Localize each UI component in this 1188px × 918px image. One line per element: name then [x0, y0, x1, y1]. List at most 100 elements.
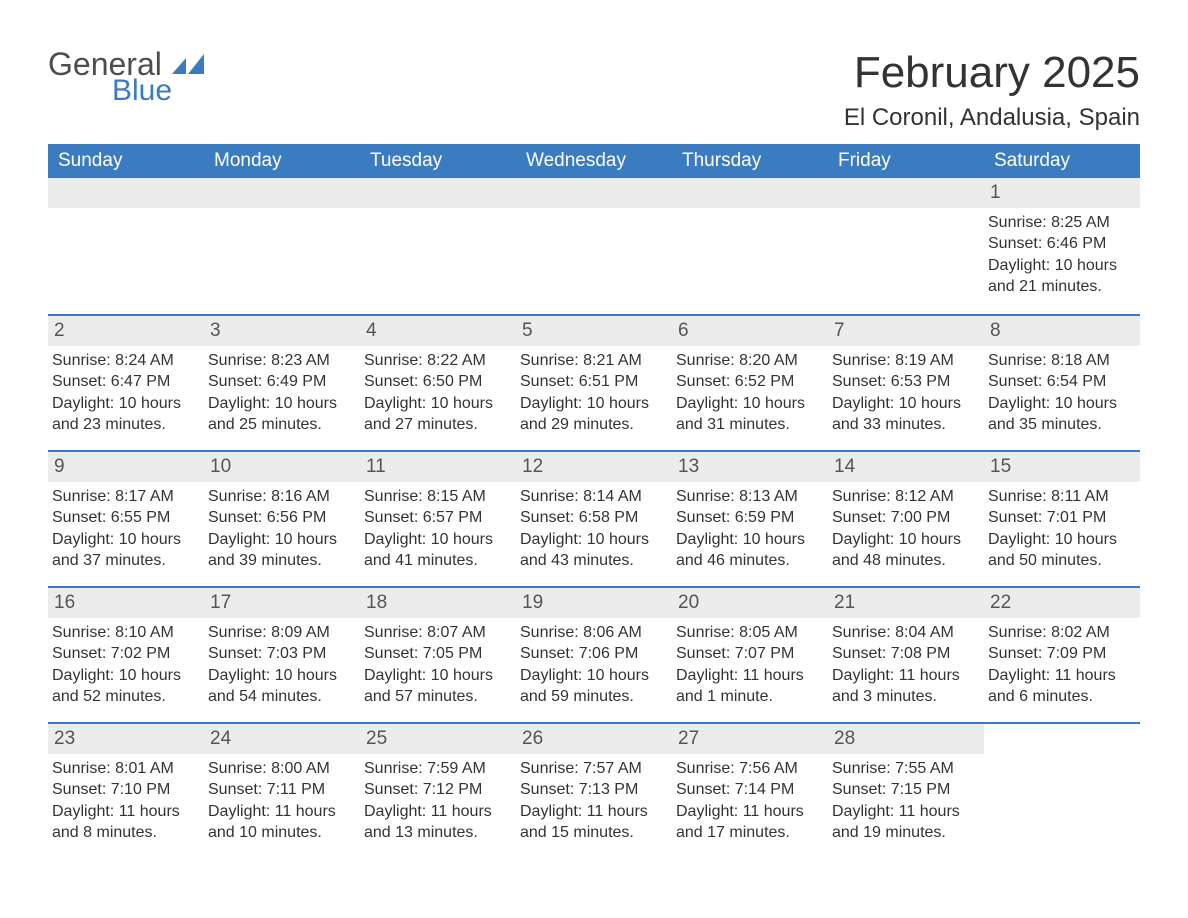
sunset-text: Sunset: 6:50 PM	[364, 371, 508, 393]
daylight-text: Daylight: 10 hours and 31 minutes.	[676, 393, 820, 436]
sunrise-text: Sunrise: 8:20 AM	[676, 350, 820, 372]
day-cell: 5Sunrise: 8:21 AMSunset: 6:51 PMDaylight…	[516, 316, 672, 440]
day-number: 4	[360, 316, 516, 346]
day-body: Sunrise: 8:09 AMSunset: 7:03 PMDaylight:…	[204, 618, 360, 712]
title-block: February 2025 El Coronil, Andalusia, Spa…	[844, 48, 1140, 132]
daylight-text: Daylight: 10 hours and 52 minutes.	[52, 665, 196, 708]
day-number: 24	[204, 724, 360, 754]
day-body	[516, 208, 672, 216]
sunrise-text: Sunrise: 7:56 AM	[676, 758, 820, 780]
day-cell: 26Sunrise: 7:57 AMSunset: 7:13 PMDayligh…	[516, 724, 672, 848]
sunrise-text: Sunrise: 7:57 AM	[520, 758, 664, 780]
day-cell	[984, 724, 1140, 848]
sunrise-text: Sunrise: 8:02 AM	[988, 622, 1132, 644]
day-body: Sunrise: 8:07 AMSunset: 7:05 PMDaylight:…	[360, 618, 516, 712]
day-header-cell: Tuesday	[360, 144, 516, 178]
day-number	[48, 178, 204, 208]
sunrise-text: Sunrise: 7:55 AM	[832, 758, 976, 780]
daylight-text: Daylight: 10 hours and 54 minutes.	[208, 665, 352, 708]
sunrise-text: Sunrise: 8:13 AM	[676, 486, 820, 508]
day-number: 14	[828, 452, 984, 482]
logo-blue-text: Blue	[112, 76, 172, 106]
daylight-text: Daylight: 10 hours and 57 minutes.	[364, 665, 508, 708]
day-number: 18	[360, 588, 516, 618]
sunset-text: Sunset: 7:09 PM	[988, 643, 1132, 665]
day-cell: 1Sunrise: 8:25 AMSunset: 6:46 PMDaylight…	[984, 178, 1140, 304]
sunrise-text: Sunrise: 8:17 AM	[52, 486, 196, 508]
day-cell: 16Sunrise: 8:10 AMSunset: 7:02 PMDayligh…	[48, 588, 204, 712]
day-cell: 10Sunrise: 8:16 AMSunset: 6:56 PMDayligh…	[204, 452, 360, 576]
day-body: Sunrise: 7:57 AMSunset: 7:13 PMDaylight:…	[516, 754, 672, 848]
day-body: Sunrise: 7:59 AMSunset: 7:12 PMDaylight:…	[360, 754, 516, 848]
day-body: Sunrise: 8:17 AMSunset: 6:55 PMDaylight:…	[48, 482, 204, 576]
day-cell: 18Sunrise: 8:07 AMSunset: 7:05 PMDayligh…	[360, 588, 516, 712]
sunrise-text: Sunrise: 8:12 AM	[832, 486, 976, 508]
sunrise-text: Sunrise: 8:21 AM	[520, 350, 664, 372]
day-cell: 8Sunrise: 8:18 AMSunset: 6:54 PMDaylight…	[984, 316, 1140, 440]
day-body: Sunrise: 8:13 AMSunset: 6:59 PMDaylight:…	[672, 482, 828, 576]
daylight-text: Daylight: 10 hours and 29 minutes.	[520, 393, 664, 436]
sunrise-text: Sunrise: 8:18 AM	[988, 350, 1132, 372]
day-number: 2	[48, 316, 204, 346]
sunset-text: Sunset: 7:14 PM	[676, 779, 820, 801]
day-body: Sunrise: 7:56 AMSunset: 7:14 PMDaylight:…	[672, 754, 828, 848]
day-cell: 22Sunrise: 8:02 AMSunset: 7:09 PMDayligh…	[984, 588, 1140, 712]
day-body: Sunrise: 8:19 AMSunset: 6:53 PMDaylight:…	[828, 346, 984, 440]
day-body: Sunrise: 8:16 AMSunset: 6:56 PMDaylight:…	[204, 482, 360, 576]
sunrise-text: Sunrise: 8:22 AM	[364, 350, 508, 372]
daylight-text: Daylight: 10 hours and 27 minutes.	[364, 393, 508, 436]
day-number: 8	[984, 316, 1140, 346]
day-number: 27	[672, 724, 828, 754]
daylight-text: Daylight: 10 hours and 39 minutes.	[208, 529, 352, 572]
sunset-text: Sunset: 7:07 PM	[676, 643, 820, 665]
location-text: El Coronil, Andalusia, Spain	[844, 104, 1140, 132]
sunrise-text: Sunrise: 8:11 AM	[988, 486, 1132, 508]
day-header-row: SundayMondayTuesdayWednesdayThursdayFrid…	[48, 144, 1140, 178]
day-cell	[360, 178, 516, 304]
daylight-text: Daylight: 10 hours and 37 minutes.	[52, 529, 196, 572]
daylight-text: Daylight: 11 hours and 6 minutes.	[988, 665, 1132, 708]
day-body: Sunrise: 8:06 AMSunset: 7:06 PMDaylight:…	[516, 618, 672, 712]
sunset-text: Sunset: 6:51 PM	[520, 371, 664, 393]
sunset-text: Sunset: 7:15 PM	[832, 779, 976, 801]
day-header-cell: Monday	[204, 144, 360, 178]
daylight-text: Daylight: 10 hours and 35 minutes.	[988, 393, 1132, 436]
day-number	[828, 178, 984, 208]
day-body: Sunrise: 8:25 AMSunset: 6:46 PMDaylight:…	[984, 208, 1140, 302]
sunset-text: Sunset: 7:12 PM	[364, 779, 508, 801]
day-cell	[48, 178, 204, 304]
daylight-text: Daylight: 10 hours and 25 minutes.	[208, 393, 352, 436]
sunset-text: Sunset: 6:56 PM	[208, 507, 352, 529]
day-body: Sunrise: 8:24 AMSunset: 6:47 PMDaylight:…	[48, 346, 204, 440]
sunset-text: Sunset: 7:13 PM	[520, 779, 664, 801]
day-body	[672, 208, 828, 216]
week-row: 9Sunrise: 8:17 AMSunset: 6:55 PMDaylight…	[48, 450, 1140, 576]
day-number: 21	[828, 588, 984, 618]
daylight-text: Daylight: 11 hours and 15 minutes.	[520, 801, 664, 844]
day-number	[984, 724, 1140, 754]
sunrise-text: Sunrise: 8:15 AM	[364, 486, 508, 508]
sunset-text: Sunset: 7:03 PM	[208, 643, 352, 665]
day-number: 20	[672, 588, 828, 618]
day-number: 15	[984, 452, 1140, 482]
day-body: Sunrise: 8:11 AMSunset: 7:01 PMDaylight:…	[984, 482, 1140, 576]
daylight-text: Daylight: 10 hours and 50 minutes.	[988, 529, 1132, 572]
day-cell	[828, 178, 984, 304]
calendar: SundayMondayTuesdayWednesdayThursdayFrid…	[48, 144, 1140, 848]
day-cell: 19Sunrise: 8:06 AMSunset: 7:06 PMDayligh…	[516, 588, 672, 712]
day-cell: 28Sunrise: 7:55 AMSunset: 7:15 PMDayligh…	[828, 724, 984, 848]
sunset-text: Sunset: 6:46 PM	[988, 233, 1132, 255]
daylight-text: Daylight: 11 hours and 3 minutes.	[832, 665, 976, 708]
sunrise-text: Sunrise: 8:04 AM	[832, 622, 976, 644]
daylight-text: Daylight: 11 hours and 17 minutes.	[676, 801, 820, 844]
sunset-text: Sunset: 6:49 PM	[208, 371, 352, 393]
day-body: Sunrise: 8:02 AMSunset: 7:09 PMDaylight:…	[984, 618, 1140, 712]
daylight-text: Daylight: 11 hours and 19 minutes.	[832, 801, 976, 844]
day-number: 25	[360, 724, 516, 754]
daylight-text: Daylight: 10 hours and 33 minutes.	[832, 393, 976, 436]
day-body: Sunrise: 8:04 AMSunset: 7:08 PMDaylight:…	[828, 618, 984, 712]
daylight-text: Daylight: 10 hours and 41 minutes.	[364, 529, 508, 572]
week-row: 23Sunrise: 8:01 AMSunset: 7:10 PMDayligh…	[48, 722, 1140, 848]
day-number: 13	[672, 452, 828, 482]
day-cell: 4 Sunrise: 8:22 AMSunset: 6:50 PMDaylight…	[360, 316, 516, 440]
